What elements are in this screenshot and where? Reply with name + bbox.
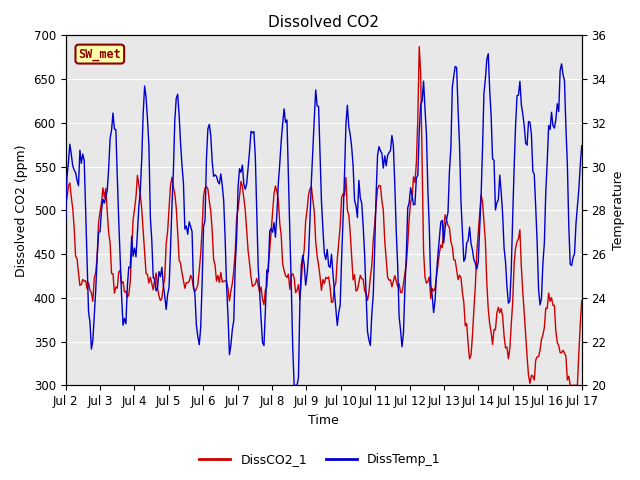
Title: Dissolved CO2: Dissolved CO2 [268,15,379,30]
Legend: DissCO2_1, DissTemp_1: DissCO2_1, DissTemp_1 [194,448,446,471]
Text: SW_met: SW_met [79,48,121,60]
Y-axis label: Temperature: Temperature [612,171,625,250]
Y-axis label: Dissolved CO2 (ppm): Dissolved CO2 (ppm) [15,144,28,276]
X-axis label: Time: Time [308,414,339,427]
